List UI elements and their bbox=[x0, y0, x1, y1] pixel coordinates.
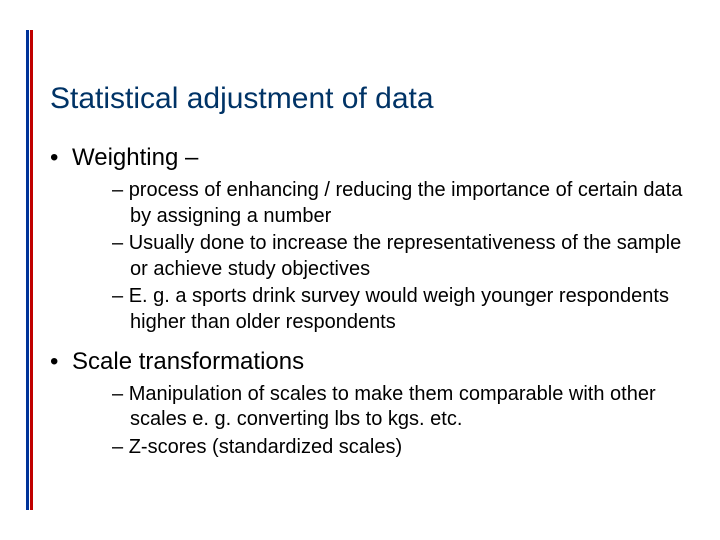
bullet-label: Scale transformations bbox=[72, 348, 304, 375]
bullet-label: Weighting – bbox=[72, 144, 198, 171]
sub-text: Usually done to increase the representat… bbox=[129, 232, 682, 280]
bullet-marker: • bbox=[50, 144, 72, 172]
slide: Statistical adjustment of data •Weightin… bbox=[0, 0, 720, 540]
sub-item: – Usually done to increase the represent… bbox=[112, 231, 684, 282]
sub-text: Manipulation of scales to make them comp… bbox=[129, 383, 656, 431]
sub-list: – process of enhancing / reducing the im… bbox=[112, 178, 684, 336]
sub-text: E. g. a sports drink survey would weigh … bbox=[129, 285, 669, 333]
accent-bar-red bbox=[30, 30, 33, 510]
accent-bar-blue bbox=[26, 30, 29, 510]
sub-item: – process of enhancing / reducing the im… bbox=[112, 178, 684, 229]
sub-text: Z-scores (standardized scales) bbox=[129, 436, 402, 458]
sub-item: – Manipulation of scales to make them co… bbox=[112, 382, 684, 433]
sub-text: process of enhancing / reducing the impo… bbox=[129, 179, 683, 227]
sub-item: – Z-scores (standardized scales) bbox=[112, 435, 684, 461]
sub-item: – E. g. a sports drink survey would weig… bbox=[112, 284, 684, 335]
sub-list: – Manipulation of scales to make them co… bbox=[112, 382, 684, 461]
bullet-item: •Scale transformations – Manipulation of… bbox=[72, 348, 684, 461]
slide-title: Statistical adjustment of data bbox=[50, 82, 684, 116]
bullet-marker: • bbox=[50, 348, 72, 376]
bullet-item: •Weighting – – process of enhancing / re… bbox=[72, 144, 684, 336]
bullet-list: •Weighting – – process of enhancing / re… bbox=[72, 144, 684, 460]
